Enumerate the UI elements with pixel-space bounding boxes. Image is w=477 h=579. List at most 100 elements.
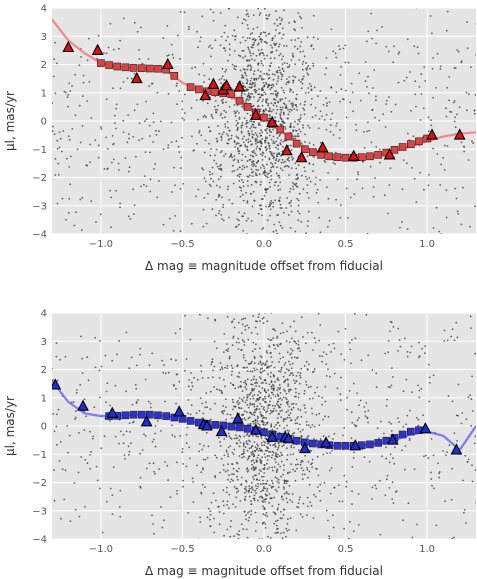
star-point <box>255 172 257 175</box>
star-point <box>263 498 265 501</box>
star-point <box>309 385 312 388</box>
star-point <box>49 388 51 390</box>
star-point <box>178 151 181 153</box>
star-point <box>288 76 291 78</box>
star-point <box>280 139 282 142</box>
star-point <box>256 145 259 148</box>
star-point <box>302 126 305 129</box>
star-point <box>52 412 55 415</box>
star-point <box>293 108 296 110</box>
star-point <box>203 177 206 180</box>
star-point <box>181 451 184 454</box>
star-point <box>200 370 203 373</box>
star-point <box>311 397 314 400</box>
star-point <box>89 454 91 456</box>
star-point <box>322 435 325 438</box>
star-point <box>279 517 282 520</box>
star-point <box>273 466 276 468</box>
star-point <box>287 385 290 387</box>
star-point <box>250 491 253 494</box>
star-point <box>245 139 248 141</box>
star-point <box>245 480 248 483</box>
star-point <box>296 356 299 359</box>
member-triangle <box>199 88 212 101</box>
star-point <box>249 154 252 157</box>
star-point <box>397 53 400 55</box>
star-point <box>256 460 259 463</box>
star-point <box>242 82 244 84</box>
median-square <box>406 427 415 436</box>
star-point <box>251 136 254 139</box>
star-point <box>242 56 245 59</box>
star-point <box>269 57 272 60</box>
star-point <box>161 526 164 529</box>
star-point <box>113 48 115 51</box>
star-point <box>126 77 129 80</box>
star-point <box>271 450 274 453</box>
star-point <box>245 9 248 12</box>
star-point <box>276 144 279 146</box>
star-point <box>295 182 298 185</box>
star-point <box>292 406 295 409</box>
star-point <box>99 339 101 342</box>
star-point <box>475 501 476 504</box>
star-points <box>52 8 476 234</box>
star-point <box>302 75 305 78</box>
star-point <box>457 414 459 417</box>
star-point <box>350 82 353 85</box>
star-point <box>297 371 299 374</box>
star-point <box>214 454 217 457</box>
star-point <box>374 116 376 119</box>
y-tick-label: −2 <box>32 478 47 489</box>
star-point <box>234 387 237 390</box>
star-point <box>335 56 338 59</box>
star-point <box>71 85 73 87</box>
member-triangle <box>386 433 399 445</box>
star-point <box>238 455 241 457</box>
star-point <box>187 385 190 388</box>
star-point <box>429 381 431 384</box>
star-point <box>317 127 320 130</box>
star-point <box>403 79 406 82</box>
star-point <box>270 371 272 374</box>
star-point <box>240 484 243 486</box>
star-point <box>333 372 336 375</box>
star-point <box>245 78 248 81</box>
star-point <box>237 337 240 340</box>
star-point <box>214 39 217 42</box>
star-point <box>161 359 164 362</box>
star-point <box>262 64 265 67</box>
star-point <box>255 521 258 524</box>
star-point <box>52 178 53 180</box>
star-point <box>222 98 224 101</box>
star-point <box>307 197 310 199</box>
star-point <box>258 396 261 399</box>
star-point <box>235 65 238 68</box>
star-point <box>303 365 306 367</box>
star-point <box>292 75 295 78</box>
median-square <box>137 410 146 419</box>
star-point <box>297 428 300 430</box>
star-point <box>52 130 54 132</box>
star-point <box>224 385 226 388</box>
star-point <box>251 370 254 373</box>
member-triangle <box>200 419 213 431</box>
x-axis-label: Δ mag ≡ magnitude offset from fiducial <box>145 564 383 578</box>
star-point <box>466 461 469 463</box>
star-point <box>221 196 223 199</box>
star-point <box>299 130 302 133</box>
star-point <box>125 390 127 393</box>
star-point <box>334 52 337 55</box>
star-point <box>270 364 272 367</box>
star-point <box>82 81 85 84</box>
star-point <box>218 78 221 81</box>
star-point <box>78 432 80 434</box>
star-point <box>299 51 302 53</box>
star-point <box>255 492 257 494</box>
star-point <box>301 82 304 85</box>
star-point <box>76 389 78 391</box>
star-point <box>303 166 306 169</box>
star-point <box>313 337 316 339</box>
star-point <box>287 113 290 116</box>
star-point <box>246 403 249 406</box>
